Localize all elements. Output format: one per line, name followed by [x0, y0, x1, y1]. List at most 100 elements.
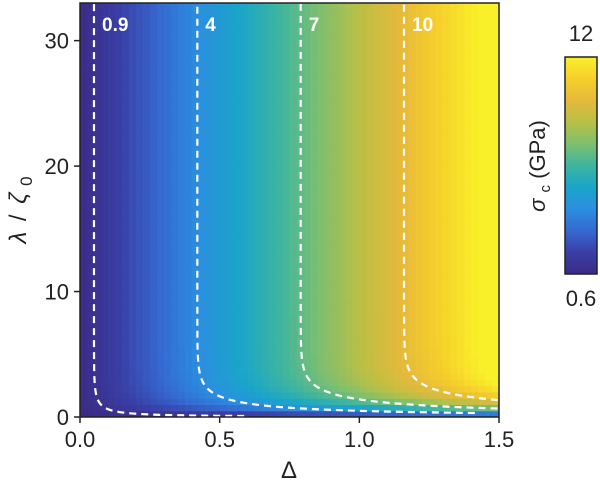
heatmap-cell: [303, 235, 312, 242]
heatmap-cell: [317, 3, 326, 10]
heatmap-cell: [226, 322, 235, 330]
heatmap-cell: [331, 65, 339, 73]
heatmap-cell: [240, 34, 249, 42]
heatmap-cell: [170, 153, 179, 161]
heatmap-cell: [401, 410, 409, 417]
heatmap-cell: [184, 335, 193, 343]
heatmap-cell: [331, 279, 339, 286]
heatmap-cell: [471, 404, 479, 412]
heatmap-cell: [380, 285, 388, 293]
heatmap-cell: [107, 178, 116, 186]
heatmap-cell: [485, 122, 493, 130]
heatmap-cell: [261, 115, 270, 123]
heatmap-cell: [338, 335, 346, 343]
heatmap-cell: [86, 90, 95, 98]
heatmap-cell: [359, 348, 367, 355]
heatmap-cell: [394, 391, 402, 399]
heatmap-cell: [226, 366, 235, 374]
heatmap-cell: [303, 178, 312, 186]
heatmap-cell: [219, 141, 228, 148]
heatmap-cell: [177, 385, 186, 393]
heatmap-cell: [100, 310, 109, 318]
heatmap-cell: [93, 78, 102, 86]
heatmap-cell: [163, 34, 172, 42]
heatmap-cell: [436, 84, 444, 92]
heatmap-cell: [352, 366, 360, 374]
heatmap-cell: [485, 9, 493, 17]
heatmap-cell: [359, 235, 367, 242]
heatmap-cell: [387, 398, 395, 406]
heatmap-cell: [289, 222, 298, 230]
heatmap-cell: [247, 115, 256, 123]
heatmap-cell: [184, 134, 193, 142]
heatmap-cell: [310, 335, 319, 343]
heatmap-cell: [149, 260, 158, 268]
heatmap-cell: [394, 203, 402, 211]
heatmap-cell: [142, 222, 151, 230]
heatmap-cell: [240, 3, 249, 10]
heatmap-cell: [93, 272, 102, 280]
heatmap-cell: [457, 285, 465, 293]
heatmap-cell: [331, 172, 339, 180]
heatmap-cell: [415, 103, 423, 111]
heatmap-cell: [212, 53, 221, 61]
heatmap-cell: [331, 147, 339, 155]
heatmap-cell: [233, 59, 242, 67]
heatmap-cell: [170, 203, 179, 211]
heatmap-cell: [135, 266, 144, 274]
heatmap-cell: [345, 191, 353, 199]
heatmap-cell: [156, 40, 165, 48]
heatmap-cell: [149, 53, 158, 61]
heatmap-cell: [408, 21, 416, 29]
heatmap-cell: [345, 247, 353, 255]
heatmap-cell: [352, 228, 360, 236]
heatmap-cell: [310, 235, 319, 242]
heatmap-cell: [450, 410, 458, 417]
heatmap-cell: [212, 141, 221, 148]
heatmap-cell: [142, 291, 151, 299]
heatmap-cell: [373, 210, 381, 217]
heatmap-cell: [128, 166, 137, 173]
heatmap-cell: [324, 40, 332, 48]
heatmap-cell: [107, 385, 116, 393]
heatmap-cell: [380, 65, 388, 73]
heatmap-cell: [177, 373, 186, 380]
heatmap-cell: [366, 9, 374, 17]
heatmap-cell: [121, 78, 130, 86]
heatmap-cell: [478, 228, 486, 236]
heatmap-cell: [492, 341, 499, 349]
heatmap-cell: [408, 197, 416, 205]
heatmap-cell: [464, 285, 472, 293]
heatmap-cell: [436, 316, 444, 324]
heatmap-cell: [254, 59, 263, 67]
heatmap-cell: [422, 354, 430, 362]
contour-label-7: 7: [309, 15, 320, 36]
heatmap-cell: [450, 260, 458, 268]
heatmap-cell: [331, 115, 339, 123]
heatmap-cell: [142, 97, 151, 104]
heatmap-cell: [436, 354, 444, 362]
heatmap-cell: [380, 316, 388, 324]
y-axis-title-lambda: λ: [5, 232, 32, 246]
heatmap-cell: [373, 291, 381, 299]
heatmap-cell: [128, 266, 137, 274]
heatmap-cell: [233, 159, 242, 167]
heatmap-cell: [373, 253, 381, 261]
colorbar-gradient: [564, 56, 598, 275]
heatmap-cell: [485, 272, 493, 280]
heatmap-cell: [254, 46, 263, 54]
heatmap-cell: [268, 134, 277, 142]
heatmap-cell: [226, 228, 235, 236]
heatmap-cell: [457, 184, 465, 192]
heatmap-cell: [317, 241, 326, 249]
heatmap-cell: [457, 103, 465, 111]
heatmap-cell: [408, 128, 416, 136]
heatmap-cell: [380, 379, 388, 387]
heatmap-cell: [450, 90, 458, 98]
heatmap-cell: [149, 15, 158, 23]
heatmap-cell: [128, 78, 137, 86]
heatmap-cell: [142, 191, 151, 199]
heatmap-cell: [289, 178, 298, 186]
heatmap-cell: [296, 21, 305, 29]
heatmap-cell: [86, 398, 95, 406]
